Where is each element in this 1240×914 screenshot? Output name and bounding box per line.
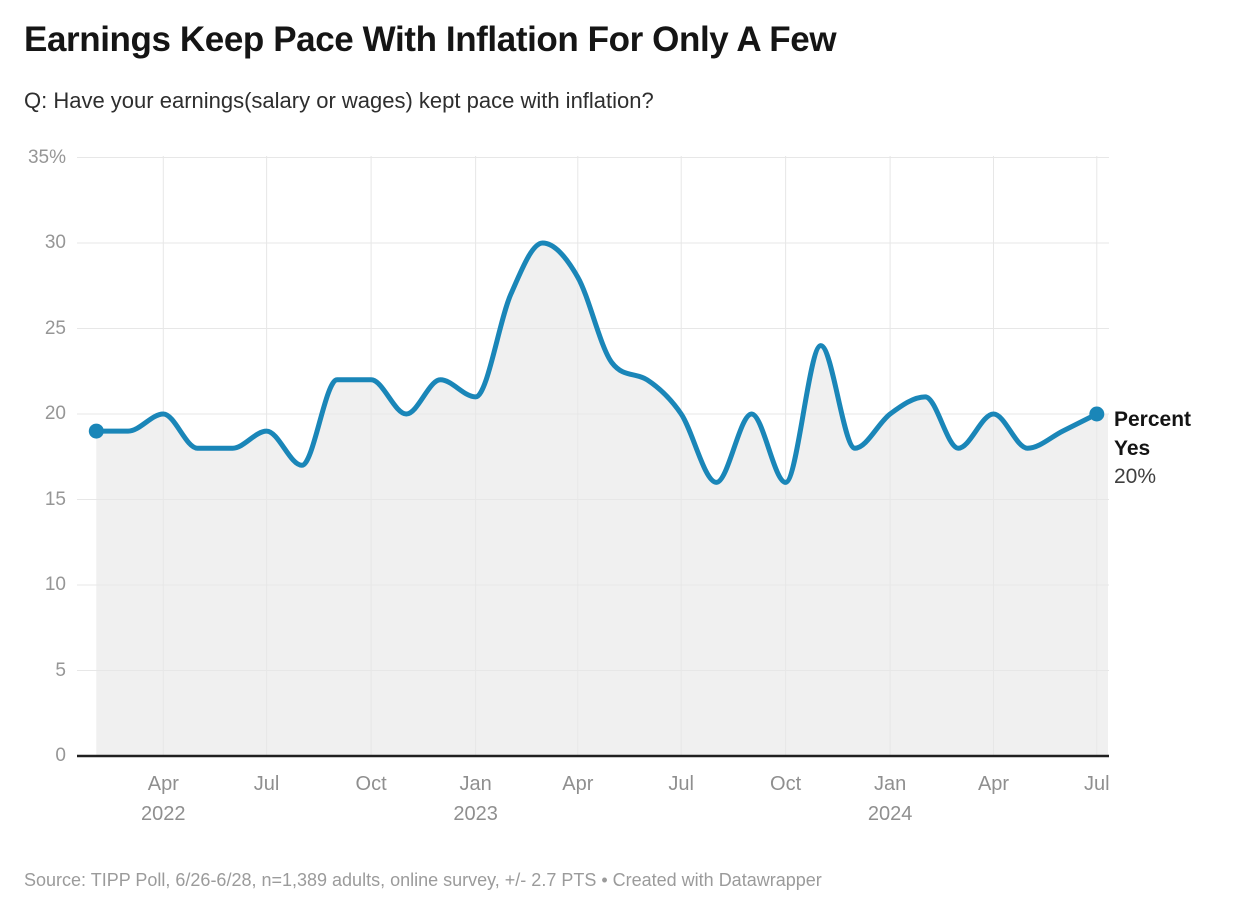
x-tick-label: Apr — [977, 773, 1010, 795]
y-tick-label: 0 — [55, 745, 66, 766]
y-tick-label: 30 — [44, 232, 66, 253]
source-footer: Source: TIPP Poll, 6/26-6/28, n=1,389 ad… — [24, 870, 822, 890]
x-tick-label: Jan — [459, 773, 492, 795]
series-label-line-1: Percent — [1114, 408, 1192, 431]
y-tick-label: 25 — [44, 317, 66, 339]
x-tick-label: Apr — [562, 773, 594, 795]
x-tick-year-label: 2023 — [453, 803, 498, 825]
x-tick-label: Apr — [147, 773, 179, 795]
series-value-label: 20% — [1114, 465, 1157, 488]
chart-title: Earnings Keep Pace With Inflation For On… — [24, 20, 837, 59]
x-tick-label: Jul — [253, 773, 280, 795]
y-tick-label: 10 — [44, 574, 66, 595]
x-tick-label: Oct — [355, 773, 387, 795]
x-tick-year-label: 2022 — [141, 803, 186, 825]
series-label: Percent Yes 20% — [1114, 406, 1234, 492]
x-tick-label: Jul — [668, 773, 694, 795]
last-point-marker[interactable] — [1089, 406, 1105, 422]
y-tick-label: 35% — [27, 146, 66, 168]
y-tick-label: 20 — [44, 403, 66, 424]
y-tick-label: 15 — [44, 488, 66, 510]
x-tick-year-label: 2024 — [867, 803, 913, 825]
x-tick-label: Jan — [873, 773, 907, 795]
chart-subtitle: Q: Have your earnings(salary or wages) k… — [24, 88, 654, 113]
x-tick-label: Jul — [1084, 773, 1110, 795]
first-point-marker[interactable] — [88, 423, 104, 439]
y-tick-label: 5 — [55, 659, 66, 681]
series-label-line-2: Yes — [1114, 436, 1151, 460]
trend-line[interactable] — [93, 240, 1100, 485]
x-tick-label: Oct — [770, 773, 802, 795]
